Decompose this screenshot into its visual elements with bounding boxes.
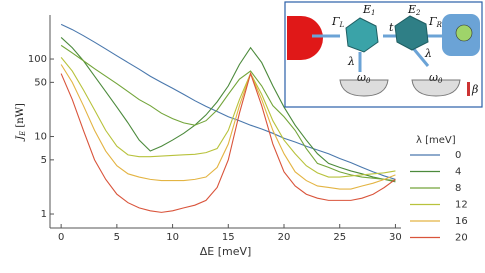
legend-label: 4 [455,167,461,178]
legend-label: 0 [455,150,461,161]
inset-label: E2 [407,3,421,17]
bath [339,79,389,97]
inset-label: λ [424,47,432,60]
legend-label: 16 [455,216,468,227]
series-line [60,44,396,182]
y-label-base: J [15,135,26,142]
x-axis-label: ΔE [meV] [200,245,252,258]
y-tick-label: 5 [41,155,47,166]
legend-title: λ [meV] [416,135,456,146]
legend-label: 20 [455,233,468,244]
y-label-sub: E [19,131,27,137]
inset-label: t [389,21,394,34]
x-tick-label: 0 [58,232,64,243]
x-tick-label: 15 [222,232,235,243]
inset-label: ΓR [428,15,443,29]
x-tick-label: 30 [389,232,402,243]
series-line [60,64,396,190]
y-label-unit: [nW] [15,103,26,131]
series-line [60,71,396,213]
x-tick-label: 25 [333,232,346,243]
bath [411,79,461,97]
inset: ΓL E1 t E2 ΓR λ λ ω0 ω0 β [284,1,483,108]
inset-label: λ [347,55,355,68]
y-tick-label: 100 [28,54,47,65]
legend-label: 12 [455,200,468,211]
molecule [345,17,379,53]
x-tick-label: 10 [166,232,179,243]
molecule [394,15,429,51]
inset-label: E1 [362,3,376,17]
legend-label: 8 [455,183,461,194]
series-line [60,23,396,180]
inset-label: ω0 [357,71,371,85]
thermometer [467,82,470,96]
series-line [60,37,396,183]
inset-label: ω0 [429,71,443,85]
series-line [60,57,396,178]
left-lead [287,16,323,60]
x-tick-label: 5 [114,232,120,243]
inset-label: β [471,83,478,96]
y-axis-label: JE [nW] [15,103,28,142]
inset-label: ΓL [331,15,345,29]
x-tick-label: 20 [278,232,291,243]
y-tick-label: 50 [34,77,47,88]
arrow [411,47,430,67]
y-tick-label: 1 [41,209,47,220]
y-tick-label: 10 [34,132,47,143]
right-icon [455,24,473,42]
